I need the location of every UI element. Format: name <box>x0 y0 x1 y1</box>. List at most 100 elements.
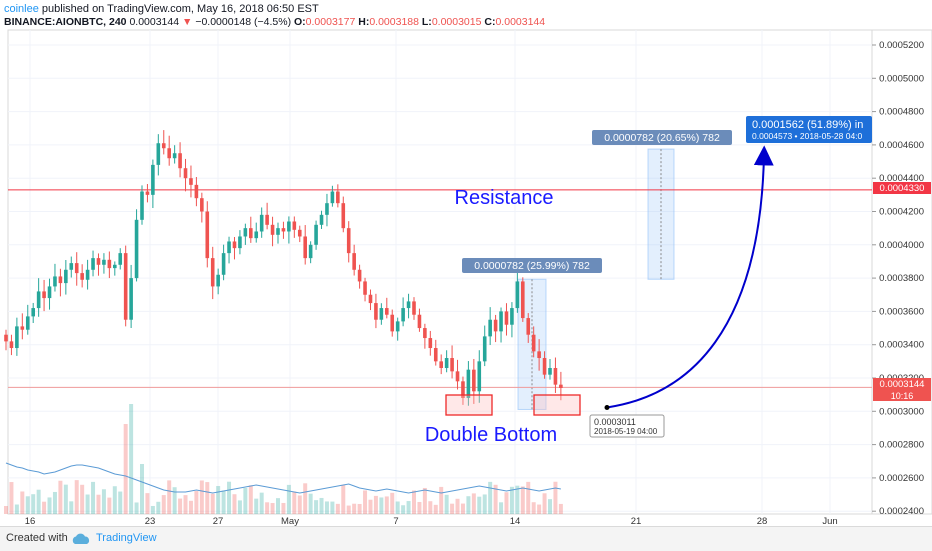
volume-bar <box>401 505 406 514</box>
plot-area[interactable] <box>7 29 873 515</box>
price-chart[interactable]: 0.0005200 0.0005000 0.0004800 0.0004600 0.00… <box>0 0 932 526</box>
candle-body <box>85 269 90 280</box>
volume-bar <box>52 491 57 514</box>
candle-body <box>433 348 438 362</box>
candle-body <box>96 258 101 265</box>
candle-body <box>308 244 313 259</box>
footer-bar: Created with TradingView <box>0 526 932 551</box>
candle-body <box>488 319 492 337</box>
projection-arrow[interactable] <box>606 145 774 409</box>
volume-bar <box>36 489 41 514</box>
candle-body <box>439 361 443 369</box>
volume-bar <box>455 498 460 514</box>
publisher-username[interactable]: coinlee <box>4 3 39 15</box>
candle-body <box>123 253 128 320</box>
candle-body <box>25 316 30 330</box>
candle-body <box>4 334 8 342</box>
volume-bar <box>123 424 128 514</box>
volume-bar <box>352 503 357 514</box>
candle-body <box>80 273 84 280</box>
volume-bar <box>548 499 552 514</box>
symbol-name[interactable]: BINANCE:AIONBTC, 240 <box>4 16 127 28</box>
volume-bar <box>91 481 96 514</box>
price-axis[interactable] <box>871 29 932 515</box>
candle-body <box>31 308 35 317</box>
volume-bar <box>216 486 221 514</box>
publisher-line: coinlee published on TradingView.com, Ma… <box>4 2 319 16</box>
close-label: C: <box>484 16 496 28</box>
volume-bar <box>112 486 117 514</box>
low-point-tooltip[interactable]: 0.0003011 2018-05-19 04:00 <box>589 414 665 438</box>
volume-bar <box>9 482 14 514</box>
volume-bar <box>324 501 329 514</box>
candle-body <box>504 311 509 325</box>
volume-bar <box>265 502 270 514</box>
open-value: 0.0003177 <box>305 16 356 28</box>
volume-bar <box>183 495 188 514</box>
candle-body <box>91 258 95 270</box>
candle-body <box>151 164 155 195</box>
volume-bar <box>428 501 433 514</box>
volume-bar <box>504 492 509 514</box>
volume-bar <box>145 493 150 514</box>
candle-body <box>227 241 231 254</box>
projection-start-dot[interactable] <box>604 404 610 410</box>
volume-bar <box>509 486 514 514</box>
volume-bar <box>243 487 248 514</box>
candle-body <box>406 301 411 309</box>
candle-body <box>357 269 362 282</box>
resistance-price-text: 0.0004330 <box>880 183 925 194</box>
candle-body <box>140 191 144 220</box>
double-bottom-boxes[interactable] <box>445 394 581 416</box>
measure-boxes <box>517 148 675 410</box>
volume-bar <box>297 495 302 514</box>
volume-bar <box>433 504 438 514</box>
published-text: published on TradingView.com, May 16, 20… <box>38 3 319 15</box>
candle-body <box>346 228 351 254</box>
tradingview-cloud-icon <box>72 533 90 544</box>
double-bottom-box-right[interactable] <box>533 394 581 416</box>
volume-bar <box>363 490 368 514</box>
double-bottom-annotation[interactable]: Double Bottom <box>425 424 557 446</box>
y-tick-label: 0.0003400 <box>879 340 924 351</box>
volume-bar <box>194 491 199 514</box>
candle-body <box>553 368 558 385</box>
candle-body <box>537 351 541 359</box>
volume-bar <box>292 491 297 514</box>
candle-body <box>210 258 215 287</box>
volume-bar <box>4 506 8 514</box>
candle-body <box>472 369 476 392</box>
volume-bar <box>25 496 30 514</box>
measure-label-1[interactable]: 0.0000782 (25.99%) 782 <box>462 258 602 273</box>
volume-bar <box>477 496 482 514</box>
candle-body <box>232 241 237 249</box>
volume-bar <box>161 495 166 514</box>
low-point-price: 0.0003011 <box>594 417 636 427</box>
resistance-annotation[interactable]: Resistance <box>455 187 554 209</box>
candle-body <box>352 253 356 270</box>
projection-label[interactable]: 0.0001562 (51.89%) in 0.0004573 • 2018-0… <box>746 116 872 143</box>
double-bottom-box-left[interactable] <box>445 394 493 416</box>
y-tick-label: 0.0002800 <box>879 440 924 451</box>
tradingview-brand-link[interactable]: TradingView <box>96 532 157 544</box>
candle-body <box>390 314 395 332</box>
measure-label-2[interactable]: 0.0000782 (20.65%) 782 <box>592 130 732 145</box>
candle-body <box>243 228 248 237</box>
candle-body <box>526 318 531 335</box>
volume-bar <box>384 496 389 514</box>
volume-bar <box>460 503 465 514</box>
volume-bar <box>172 487 177 514</box>
candle-body <box>265 214 269 225</box>
volume-bar <box>167 480 172 514</box>
symbol-info-bar: BINANCE:AIONBTC, 240 0.0003144 ▼ −0.0000… <box>4 15 545 29</box>
volume-bar <box>395 501 400 514</box>
candle-body <box>107 259 112 269</box>
x-tick-label: 16 <box>25 516 36 526</box>
volume-bar <box>444 494 449 514</box>
candle-body <box>15 326 19 349</box>
volume-bar <box>69 501 74 514</box>
candle-body <box>531 334 536 352</box>
volume-bar <box>286 484 291 514</box>
y-tick-label: 0.0004000 <box>879 240 924 251</box>
close-value: 0.0003144 <box>495 16 546 28</box>
